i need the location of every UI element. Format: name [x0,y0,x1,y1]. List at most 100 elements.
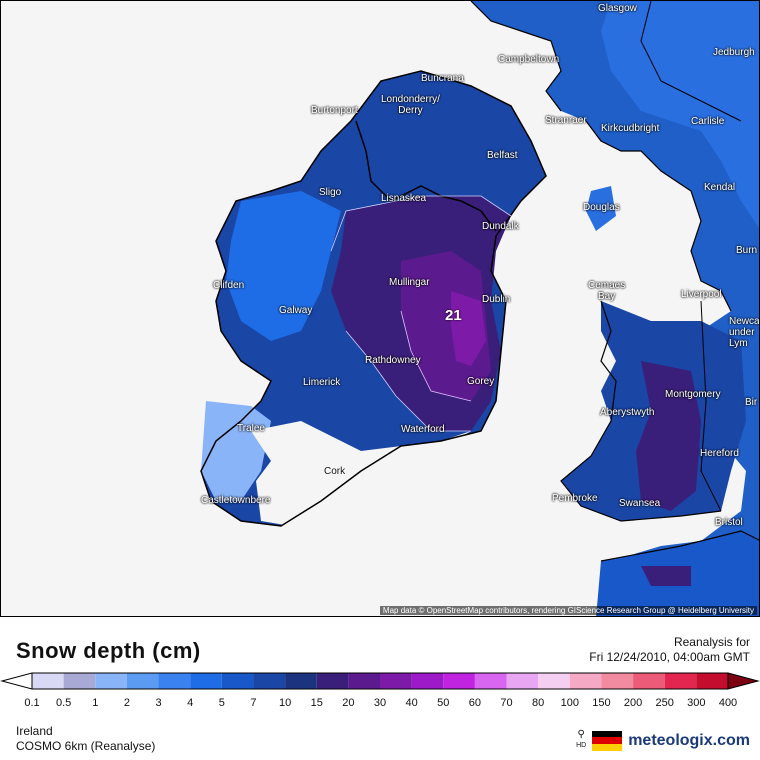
city-label: Kendal [704,182,736,193]
city-label: Aberystwyth [600,407,655,418]
colorbar-bin [380,673,412,689]
colorbar-tick-label: 10 [278,697,292,709]
city-label: Newca under Lym [729,316,760,349]
colorbar-tick-label: 1 [92,697,99,709]
snow-depth-map [200,1,759,616]
britain-snow-area [471,1,759,616]
city-label: Burn [736,245,758,256]
colorbar-bin [443,673,475,689]
colorbar-tick-label: 60 [468,697,482,709]
colorbar-tick-label: 40 [405,697,418,709]
city-label: Bristol [715,517,743,528]
colorbar-tick-label: 15 [310,697,323,709]
region-info: Ireland COSMO 6km (Reanalyse) [16,724,155,754]
city-label: Liverpool [681,289,722,300]
city-label: Clifden [213,280,245,291]
colorbar-tick-label: 3 [155,697,162,709]
city-label: Mullingar [389,277,430,288]
city-label: Jedburgh [713,47,755,58]
color-scale-bar [0,672,760,690]
colorbar-tick-label: 0.5 [55,697,72,709]
city-label: Kirkcudbright [601,123,660,134]
colorbar-bin [506,673,539,689]
city-label: Carlisle [691,116,725,127]
colorbar-tick-label: 30 [373,697,387,709]
colorbar-bin [696,673,728,689]
city-label: Belfast [487,150,518,161]
colorbar-bin [601,673,634,689]
color-scale-ticks: 0.1 0.5 1 2 3 4 5 7 10 15 20 30 40 50 60 70 80 100 150 200 2… [0,697,760,711]
city-label: Gorey [467,376,495,387]
colorbar-tick-label: 20 [342,697,355,709]
city-label: Galway [279,305,313,316]
colorbar-tick-label: 200 [623,697,643,709]
colorbar-tick-label: 100 [560,697,579,709]
city-label: Dundalk [482,221,519,232]
city-label: Montgomery [665,389,721,400]
meteologix-logo[interactable]: meteologix.com [628,731,750,749]
map-attribution: Map data © OpenStreetMap contributors, r… [379,606,757,615]
colorbar-bin [348,673,380,689]
colorbar-bin [32,673,64,689]
colorbar-bin [569,673,602,689]
colorbar-low-arrow [0,672,33,690]
city-label: Lisnaskea [381,193,427,204]
colorbar-tick-label: 300 [687,697,706,709]
legend-title: Snow depth (cm) [16,638,201,663]
city-label: Londonderry/ Derry [381,94,440,116]
colorbar-bin [474,673,507,689]
colorbar-tick-label: 400 [718,697,738,709]
reanalysis-label: Reanalysis for [673,635,750,649]
city-label: Cork [324,466,346,477]
city-label: Limerick [303,377,341,388]
city-label: Tralee [237,423,265,434]
colorbar-bin [63,673,96,689]
colorbar-high-arrow [727,672,760,690]
colorbar-tick-label: 5 [218,697,225,709]
colorbar-bin [285,673,317,689]
ni-border [355,120,497,232]
colorbar-bin [538,673,570,689]
colorbar-tick-label: 0.1 [24,697,40,709]
colorbar-tick-label: 150 [592,697,611,709]
reanalysis-info: Reanalysis for Fri 12/24/2010, 04:00am G… [589,635,750,665]
colorbar-tick-label: 250 [655,697,674,709]
max-snow-label: 21 [445,307,462,324]
hd-magnifier-icon[interactable]: ⚲ HD [576,729,587,750]
colorbar-bin [221,673,254,689]
colorbar-tick-label: 2 [123,697,130,709]
city-label: Campbeltown [498,54,560,65]
city-label: Buncrana [421,73,464,84]
city-label: Hereford [700,448,739,459]
german-flag-icon[interactable] [592,730,623,751]
city-label: Burtonport [311,105,358,116]
colorbar-frame [31,672,729,690]
colorbar-bin [95,673,127,689]
reanalysis-datetime: Fri 12/24/2010, 04:00am GMT [589,650,750,664]
city-label: Douglas [583,202,620,213]
city-label: Glasgow [598,3,637,14]
city-label: Waterford [401,424,445,435]
model-name: COSMO 6km (Reanalyse) [16,739,156,753]
city-label: Pembroke [552,493,598,504]
colorbar-bin [411,673,444,689]
city-label: Stranraer [545,115,587,126]
brand-area: ⚲ HD meteologix.com [576,730,750,751]
city-label: Castletownbere [201,495,271,506]
city-label: Dublin [482,294,511,305]
city-label: Swansea [619,498,661,509]
colorbar-tick-label: 4 [187,697,194,709]
region-name: Ireland [16,724,53,738]
city-label: Sligo [319,187,342,198]
map-view[interactable]: 21 Glasgow Campbeltown Jedburgh Buncrana… [0,0,760,617]
colorbar-bin [253,673,286,689]
city-label: Bir [745,397,758,408]
colorbar-tick-label: 50 [437,697,450,709]
colorbar-tick-label: 80 [532,697,545,709]
colorbar-bin [316,673,349,689]
colorbar-bin [664,673,697,689]
colorbar-bin [158,673,191,689]
city-label: Cemaes Bay [588,280,626,302]
city-label: Rathdowney [365,355,421,366]
colorbar-tick-label: 70 [500,697,513,709]
